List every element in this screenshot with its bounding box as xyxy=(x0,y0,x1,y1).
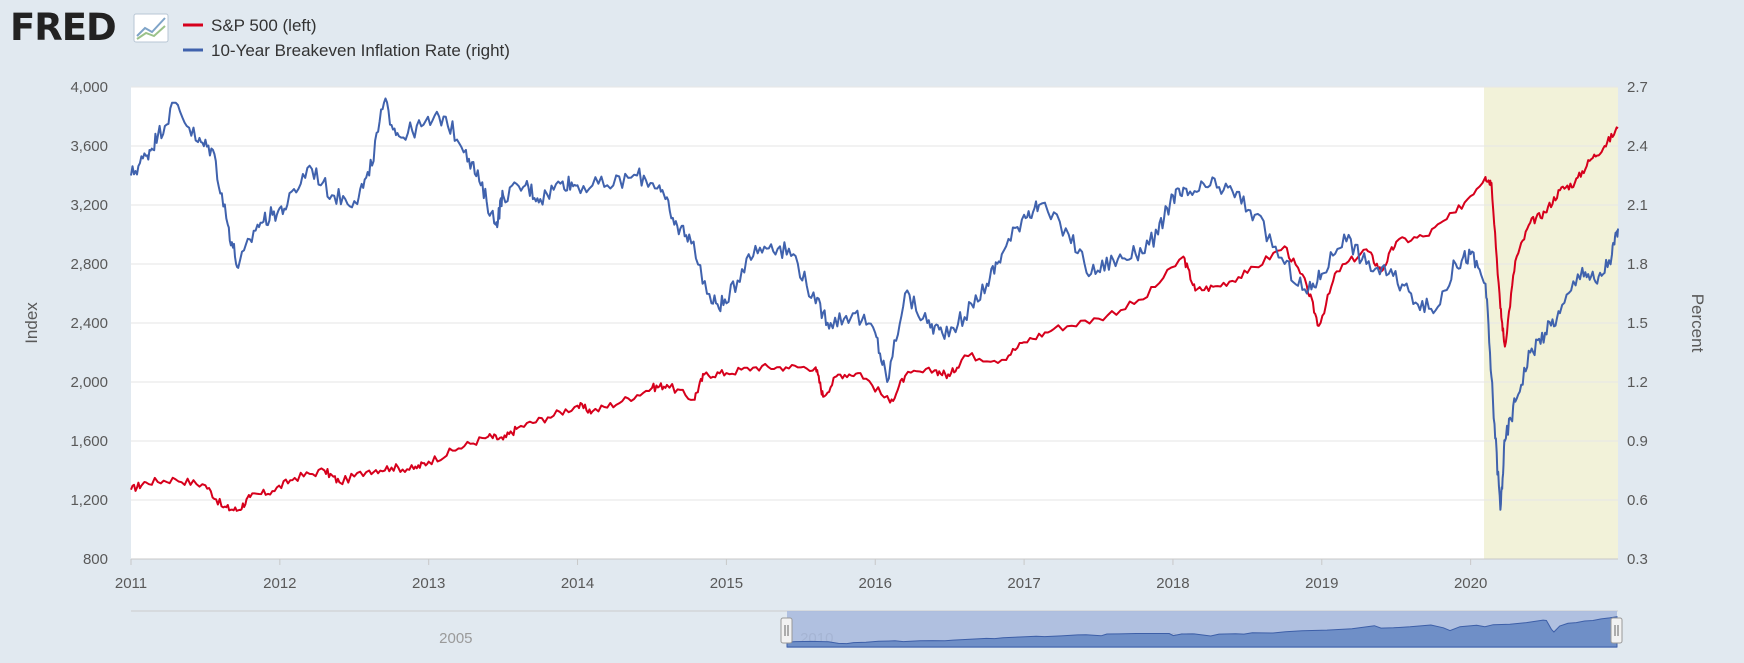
y-right-tick-label: 2.1 xyxy=(1627,197,1648,214)
fred-logo[interactable]: FRED xyxy=(10,6,169,49)
x-tick-label: 2014 xyxy=(561,575,594,592)
x-axis-ticks: 2011 2012 2013 2014 2015 2016 2017 2018 2019 2020 xyxy=(115,559,1487,592)
y-right-tick-label: 1.5 xyxy=(1627,315,1648,332)
legend-label-breakeven: 10-Year Breakeven Inflation Rate (right) xyxy=(211,41,510,60)
y-left-tick-label: 3,600 xyxy=(70,138,108,155)
x-tick-label: 2015 xyxy=(710,575,743,592)
y-right-tick-label: 1.8 xyxy=(1627,256,1648,273)
navigator-handle-right[interactable] xyxy=(1610,617,1623,644)
y-axis-right-title: Percent xyxy=(1688,294,1707,353)
y-right-tick-label: 1.2 xyxy=(1627,374,1648,391)
navigator-year-label: 2005 xyxy=(439,630,472,647)
y-left-tick-label: 2,400 xyxy=(70,315,108,332)
y-right-tick-label: 2.7 xyxy=(1627,79,1648,96)
legend: S&P 500 (left) 10-Year Breakeven Inflati… xyxy=(183,16,510,60)
y-axis-left-title: Index xyxy=(22,302,41,344)
series-line-sp500 xyxy=(130,126,1619,512)
y-left-tick-label: 1,600 xyxy=(70,433,108,450)
y-left-tick-label: 800 xyxy=(83,551,108,568)
y-left-tick-label: 3,200 xyxy=(70,197,108,214)
fred-logo-graph-icon xyxy=(133,13,169,43)
navigator-handle-left[interactable] xyxy=(780,617,793,644)
x-tick-label: 2011 xyxy=(115,575,147,592)
x-tick-label: 2017 xyxy=(1007,575,1040,592)
y-left-tick-label: 2,000 xyxy=(70,374,108,391)
series-line-breakeven xyxy=(130,97,1619,511)
legend-label-sp500: S&P 500 (left) xyxy=(211,16,317,35)
y-axis-left: 800 1,200 1,600 2,000 2,400 2,800 3,200 3,600 4,… xyxy=(70,79,108,568)
x-tick-label: 2020 xyxy=(1454,575,1487,592)
y-left-tick-label: 4,000 xyxy=(70,79,108,96)
legend-item-breakeven[interactable]: 10-Year Breakeven Inflation Rate (right) xyxy=(183,41,510,60)
series-layer xyxy=(130,97,1619,512)
fred-logo-text: FRED xyxy=(10,6,116,49)
y-right-tick-label: 0.9 xyxy=(1627,433,1648,450)
x-tick-label: 2018 xyxy=(1156,575,1189,592)
legend-item-sp500[interactable]: S&P 500 (left) xyxy=(183,16,317,35)
x-tick-label: 2013 xyxy=(412,575,445,592)
y-right-tick-label: 0.3 xyxy=(1627,551,1648,568)
y-right-tick-label: 2.4 xyxy=(1627,138,1648,155)
navigator: 2005201020152020 xyxy=(131,610,1623,648)
x-tick-label: 2012 xyxy=(263,575,296,592)
x-tick-label: 2019 xyxy=(1305,575,1338,592)
x-tick-label: 2016 xyxy=(859,575,892,592)
y-left-tick-label: 1,200 xyxy=(70,492,108,509)
y-left-tick-label: 2,800 xyxy=(70,256,108,273)
navigator-series xyxy=(786,616,1618,648)
gridlines xyxy=(131,86,1618,501)
y-right-tick-label: 0.6 xyxy=(1627,492,1648,509)
y-axis-right: 0.3 0.6 0.9 1.2 1.5 1.8 2.1 2.4 2.7 xyxy=(1627,79,1648,568)
